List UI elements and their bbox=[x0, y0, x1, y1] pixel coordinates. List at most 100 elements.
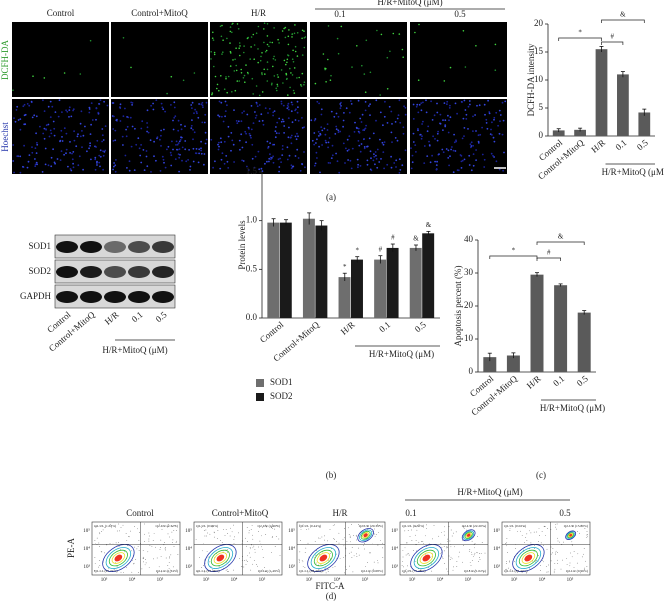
event bbox=[479, 557, 480, 558]
cell bbox=[359, 150, 362, 153]
cell bbox=[379, 138, 381, 141]
cell bbox=[266, 43, 269, 46]
cell bbox=[291, 74, 294, 76]
cell bbox=[49, 116, 52, 118]
bar bbox=[302, 218, 315, 318]
cell bbox=[192, 160, 195, 163]
cell bbox=[436, 132, 439, 135]
event bbox=[167, 533, 169, 535]
group-label: H/R+MitoQ (μM) bbox=[377, 0, 442, 7]
event bbox=[432, 538, 433, 540]
cell bbox=[65, 152, 67, 155]
cell bbox=[351, 147, 354, 150]
cell bbox=[298, 76, 301, 79]
x-tick-label: 10⁴ bbox=[334, 577, 341, 583]
event bbox=[116, 530, 118, 532]
cell bbox=[384, 100, 386, 103]
cell bbox=[227, 75, 230, 78]
cell bbox=[402, 126, 405, 129]
cell bbox=[272, 65, 274, 68]
plot-frame bbox=[91, 521, 181, 576]
cell bbox=[340, 25, 343, 28]
cell bbox=[375, 158, 378, 160]
cell bbox=[95, 107, 98, 110]
cell bbox=[89, 142, 91, 145]
cell bbox=[230, 132, 233, 134]
event bbox=[203, 530, 205, 531]
quadrant-label: Q2-LR (0.96%) bbox=[566, 569, 589, 573]
event bbox=[467, 525, 468, 527]
cell bbox=[71, 152, 73, 155]
event bbox=[302, 524, 304, 526]
event bbox=[356, 539, 357, 541]
cell bbox=[225, 76, 227, 78]
cell bbox=[257, 48, 259, 50]
event bbox=[424, 535, 426, 537]
event bbox=[438, 535, 440, 537]
event bbox=[557, 537, 558, 539]
event bbox=[444, 534, 445, 536]
event bbox=[505, 543, 506, 544]
event bbox=[278, 538, 280, 540]
event bbox=[244, 537, 246, 539]
event bbox=[233, 524, 234, 526]
cell bbox=[287, 43, 290, 46]
cell bbox=[431, 154, 433, 157]
cell bbox=[275, 87, 278, 90]
event bbox=[250, 569, 252, 571]
event bbox=[144, 541, 146, 542]
event bbox=[571, 541, 573, 543]
event bbox=[262, 548, 263, 550]
event bbox=[408, 570, 410, 572]
cell bbox=[280, 69, 283, 71]
cell bbox=[479, 133, 482, 136]
cell bbox=[503, 151, 505, 154]
cell bbox=[357, 99, 360, 102]
cell bbox=[462, 117, 465, 120]
cell bbox=[203, 121, 206, 124]
column-label: Control+MitoQ bbox=[131, 8, 188, 18]
event bbox=[270, 527, 272, 529]
event bbox=[125, 533, 127, 534]
significance-mark: * bbox=[512, 247, 516, 255]
cell bbox=[447, 149, 450, 152]
cell bbox=[422, 101, 424, 104]
event bbox=[224, 535, 226, 536]
event bbox=[328, 568, 330, 570]
cell bbox=[23, 114, 26, 117]
x-tick-label: 10⁴ bbox=[539, 577, 546, 583]
cell bbox=[113, 165, 115, 168]
event bbox=[109, 543, 111, 544]
cell bbox=[294, 45, 297, 48]
cell bbox=[463, 127, 466, 129]
cell bbox=[444, 125, 447, 128]
event bbox=[448, 526, 450, 527]
cell bbox=[314, 162, 317, 165]
cell bbox=[212, 39, 215, 41]
cell bbox=[258, 168, 261, 171]
cell bbox=[280, 102, 283, 105]
cell bbox=[181, 159, 183, 162]
y-tick-label: 10⁴ bbox=[493, 546, 500, 552]
cell bbox=[113, 115, 115, 118]
event bbox=[134, 546, 135, 548]
cell bbox=[292, 61, 295, 63]
cell bbox=[449, 66, 452, 69]
cell bbox=[313, 132, 316, 134]
quadrant-label: Q2-UR (22.20%) bbox=[462, 524, 487, 528]
cell bbox=[472, 164, 475, 167]
cell bbox=[266, 61, 269, 63]
cell bbox=[260, 55, 262, 58]
event bbox=[351, 557, 353, 558]
contour bbox=[419, 552, 434, 564]
event bbox=[377, 544, 379, 546]
cell bbox=[36, 143, 39, 146]
significance-bracket bbox=[601, 41, 624, 45]
event bbox=[327, 569, 328, 571]
cell bbox=[447, 157, 450, 159]
event bbox=[479, 553, 480, 554]
cell bbox=[61, 140, 64, 142]
event bbox=[416, 550, 417, 552]
cell bbox=[72, 151, 75, 153]
x-tick-label: 10⁴ bbox=[129, 577, 136, 583]
